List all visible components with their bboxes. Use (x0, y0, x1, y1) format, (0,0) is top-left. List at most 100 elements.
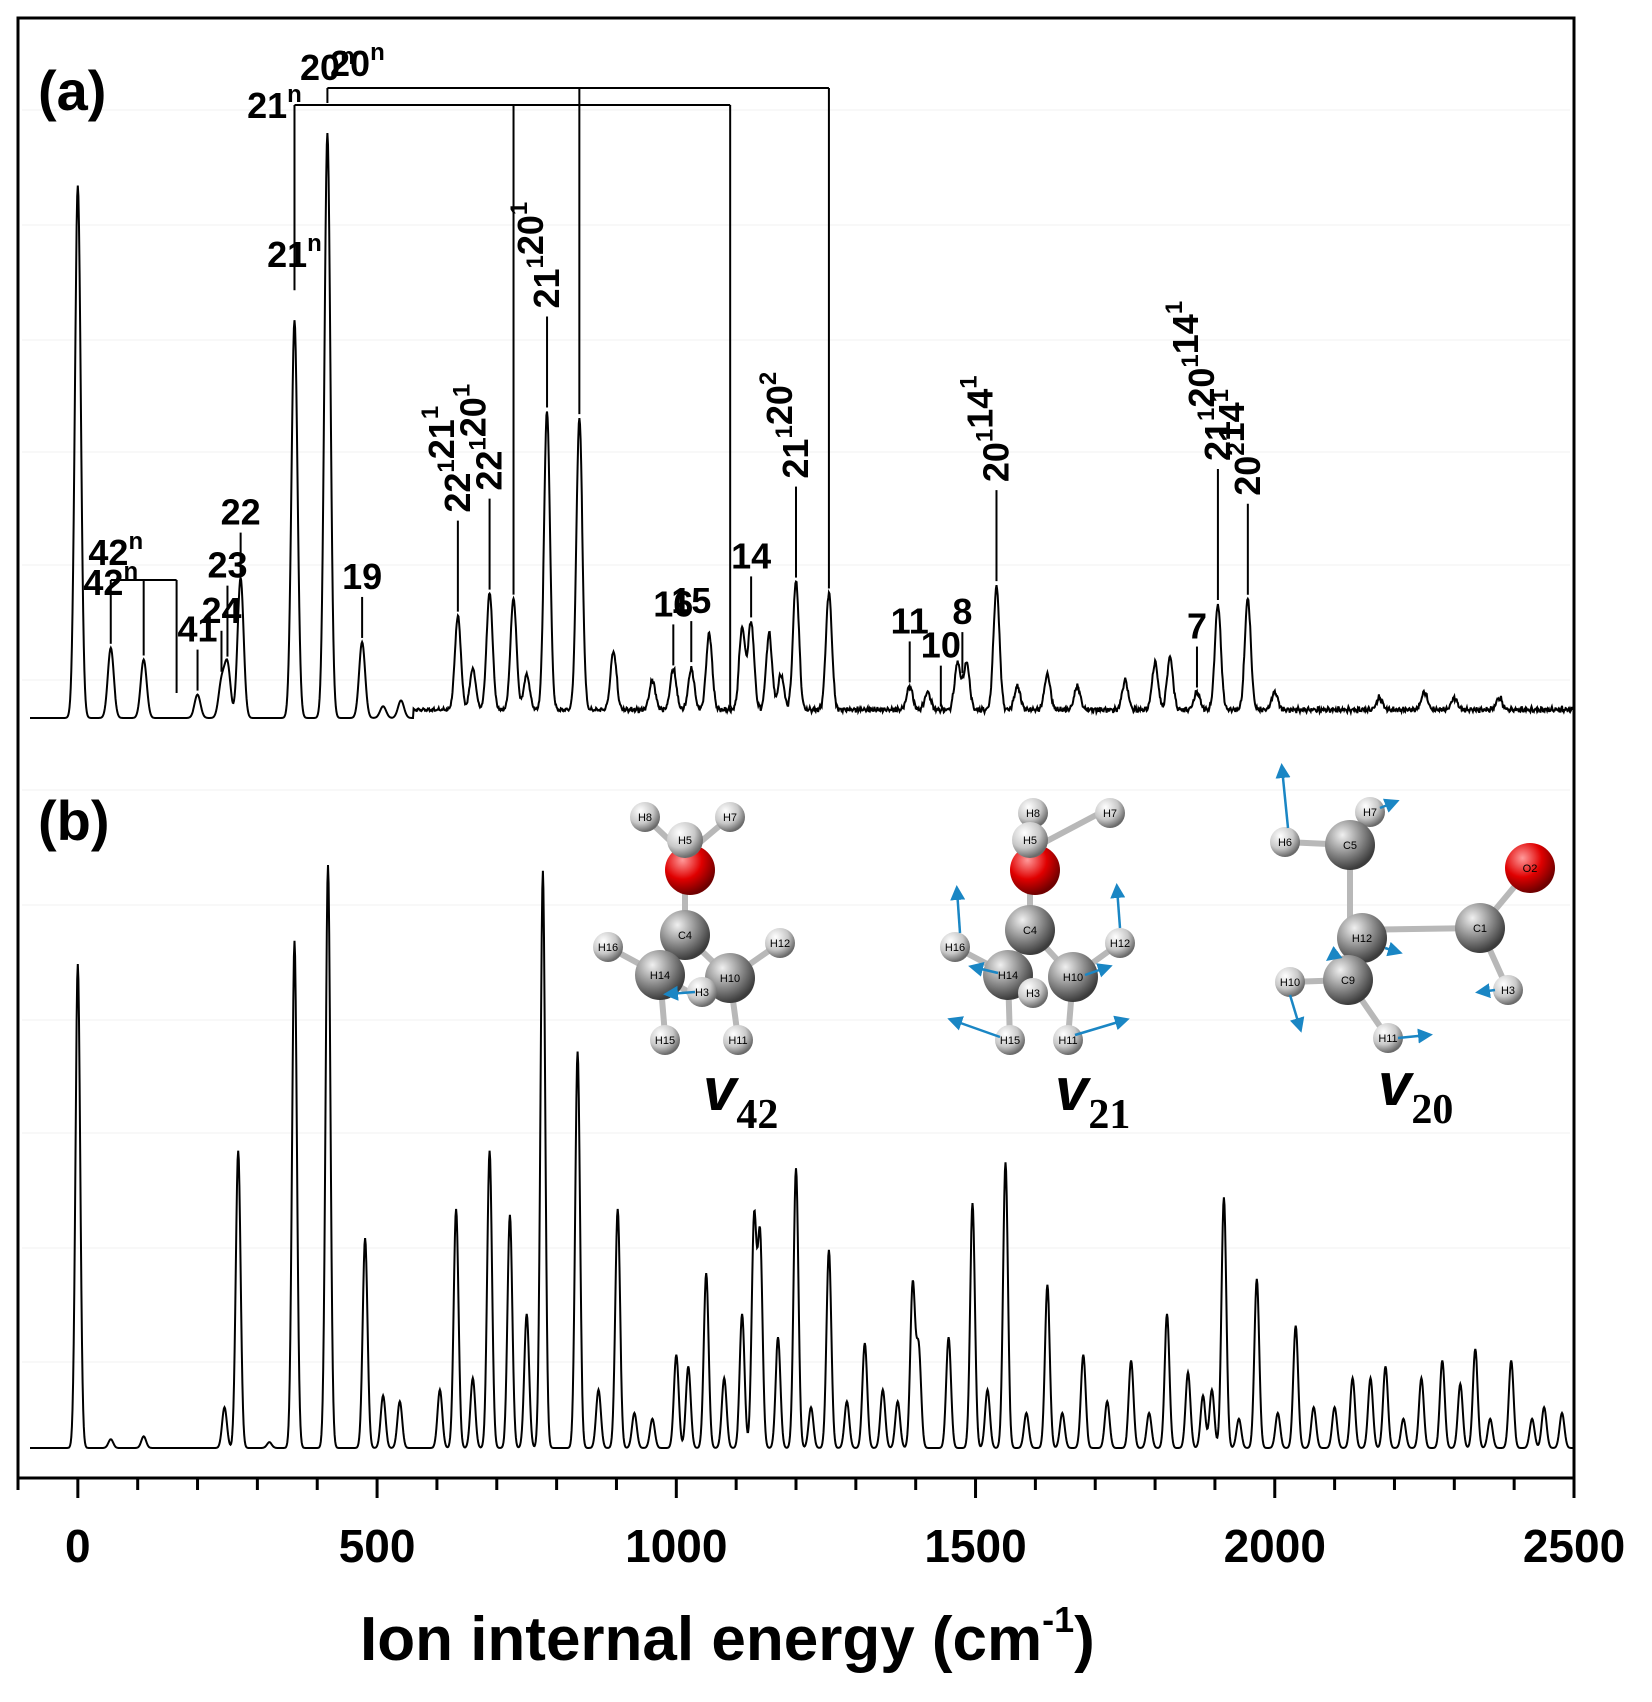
peak-label: 211201 (506, 202, 567, 309)
peak-label-base: 20 (300, 47, 340, 88)
atom-h11-icon (723, 1025, 753, 1055)
peak-label-base: 8 (952, 591, 972, 632)
peak-label: 7 (1187, 606, 1207, 647)
peak-label-base: 7 (1187, 606, 1207, 647)
atom-label: H14 (998, 970, 1018, 982)
mode-v: v (703, 1056, 740, 1123)
atom-c4-icon (1005, 905, 1055, 955)
peak-label-sup: 2 (755, 372, 782, 385)
atom-label: C9 (1341, 975, 1355, 987)
peak-label-base: 42 (83, 562, 123, 603)
atom-label: H15 (1000, 1035, 1020, 1047)
peak-label-sup: 1 (771, 425, 798, 438)
peak-label: 22 (221, 492, 261, 533)
x-tick-label: 1000 (625, 1520, 727, 1572)
peak-label: 42n (83, 558, 138, 603)
progression-label-base: 21 (247, 85, 287, 126)
mode-v: v (1055, 1056, 1092, 1123)
displacement-arrows-icon (1275, 763, 1496, 1044)
progression-label: 21n (247, 81, 302, 126)
atom-h11-icon (1053, 1025, 1083, 1055)
atom-label: H10 (1063, 972, 1083, 984)
atom-h8-icon (1018, 798, 1048, 828)
peak-label-base: 15 (671, 580, 711, 621)
atom-h7-icon (715, 802, 745, 832)
peak-label-base: 10 (921, 625, 961, 666)
atom-label: H12 (1110, 938, 1130, 950)
mode-sub: 21 (1088, 1092, 1130, 1138)
atom-label: H6 (1278, 837, 1292, 849)
displacement-arrows-icon (947, 883, 1130, 1039)
peak-label: 221211 (417, 406, 478, 513)
atom-h3-icon (1018, 978, 1048, 1008)
atom-c1-icon (1455, 903, 1505, 953)
peak-label-base: 21 (1197, 421, 1238, 461)
atom-label: H7 (1103, 808, 1117, 820)
atom-h7-icon (1355, 797, 1385, 827)
peak-label: 20n (300, 43, 355, 88)
atom-c5-icon (1325, 820, 1375, 870)
mode-sub: 42 (736, 1092, 778, 1138)
atom-h10-icon (1048, 952, 1098, 1002)
atom-label: H3 (695, 987, 709, 999)
peak-label: 21n (267, 230, 322, 275)
peak-label-base: 19 (342, 556, 382, 597)
peak-label: 8 (952, 591, 972, 632)
atom-label: H8 (638, 812, 652, 824)
peak-label-base: 21 (421, 419, 462, 459)
atom-label: H11 (1058, 1035, 1077, 1047)
spectrum-b-line (30, 864, 1573, 1449)
molecule-v21: H8 H7 H5 C4 H16 H12 H14 H10 H3 H15 H11 (940, 798, 1135, 1055)
peak-label-base: 11 (891, 600, 929, 641)
peak-label: 211202 (755, 372, 816, 479)
peak-label-base: 14 (1165, 314, 1206, 354)
atom-label: C4 (1023, 925, 1037, 937)
atom-label: H12 (1352, 933, 1372, 945)
peak-label-sup: 1 (465, 437, 492, 450)
atom-label: H15 (655, 1035, 675, 1047)
peak-label: 19 (342, 556, 382, 597)
progression-label-base: 42 (88, 532, 128, 573)
peak-label-sup: n (340, 43, 355, 70)
peak-label-base: 20 (453, 397, 494, 437)
peak-label-sup: 1 (1161, 301, 1188, 314)
peak-label-sup: 2 (1223, 442, 1250, 455)
peak-label: 211201141 (1161, 301, 1238, 461)
atom-label: H14 (650, 970, 670, 982)
x-tick-label: 2500 (1523, 1520, 1625, 1572)
peak-label-sup: 1 (417, 406, 444, 419)
progression-label: 20n (330, 39, 385, 84)
atom-h12-icon (1105, 928, 1135, 958)
atom-h16-icon (593, 932, 623, 962)
atom-label: H3 (1026, 988, 1040, 1000)
peak-label-base: 14 (959, 389, 1000, 429)
x-axis-title-sup: -1 (1042, 1599, 1074, 1640)
atom-o2-icon (1505, 843, 1555, 893)
atom-h10-icon (1275, 967, 1305, 997)
atom-label: O2 (1523, 863, 1538, 875)
atom-c9-icon (1323, 955, 1373, 1005)
atom-h12-icon (765, 928, 795, 958)
x-tick-label: 0 (65, 1520, 91, 1572)
atom-h7-icon (1095, 798, 1125, 828)
peak-label-base: 20 (759, 385, 800, 425)
peak-label-base: 22 (437, 473, 478, 513)
panel-label-a: (a) (38, 59, 106, 122)
atom-label: H7 (723, 812, 737, 824)
peak-label-sup: n (123, 558, 138, 585)
mode-label-v20: v20 (1378, 1051, 1453, 1133)
peak-label-sup: 1 (1177, 354, 1204, 367)
panel-a: 42n4124232221n20n19221211221201211201161… (30, 39, 1574, 719)
progression-label: 42n (88, 528, 143, 573)
atom-h3-icon (1493, 975, 1523, 1005)
atom-label: H12 (770, 938, 790, 950)
progression-label-base: 20 (330, 43, 370, 84)
atom-h3-icon (687, 977, 717, 1007)
peak-label: 10 (921, 625, 961, 666)
atom-label: H16 (598, 942, 618, 954)
mode-v: v (1378, 1051, 1415, 1118)
mode-label-v21: v21 (1055, 1056, 1130, 1138)
atom-h5-icon (667, 822, 703, 858)
atom-label: H5 (678, 835, 692, 847)
peak-label-base: 16 (653, 583, 693, 624)
